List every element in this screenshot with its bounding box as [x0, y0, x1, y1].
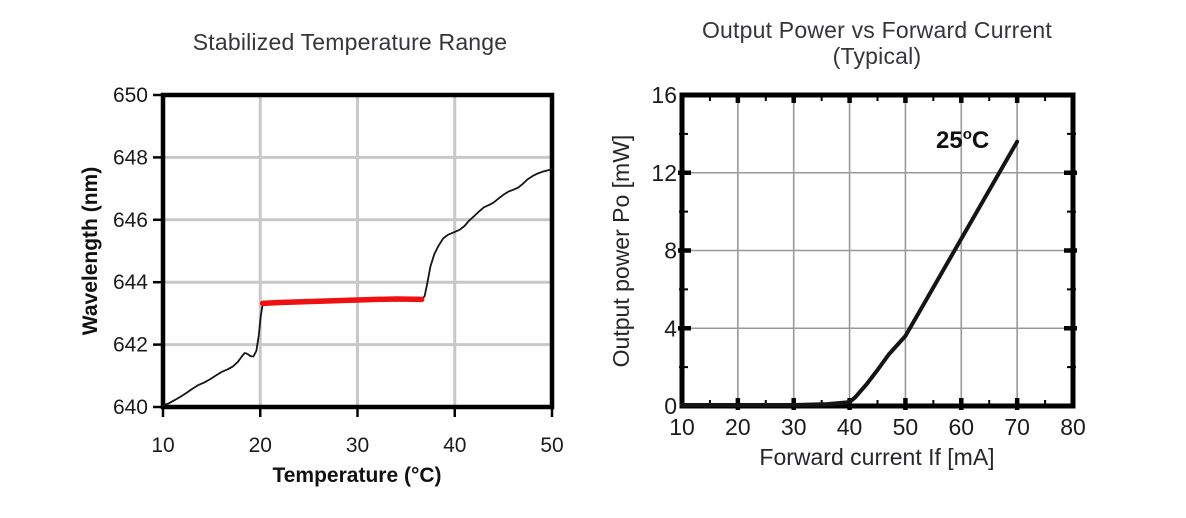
svg-text:8: 8	[664, 238, 677, 264]
svg-text:646: 646	[113, 209, 148, 232]
svg-text:50: 50	[540, 434, 563, 457]
svg-text:40: 40	[837, 414, 863, 440]
svg-text:10: 10	[151, 434, 174, 457]
left-chart-y-axis-label: Wavelength (nm)	[79, 166, 102, 336]
svg-text:30: 30	[346, 434, 369, 457]
left-chart-x-axis-label: Temperature (°C)	[272, 464, 442, 487]
svg-text:4: 4	[664, 315, 677, 341]
svg-text:0: 0	[664, 393, 677, 419]
right-chart-x-axis-label: Forward current If [mA]	[759, 444, 995, 470]
svg-text:644: 644	[113, 271, 148, 294]
svg-text:50: 50	[893, 414, 919, 440]
svg-text:648: 648	[113, 146, 148, 169]
svg-text:642: 642	[113, 334, 148, 357]
annotation-value: 25	[936, 127, 963, 154]
temperature-annotation: 25oC	[936, 126, 989, 155]
svg-text:80: 80	[1060, 414, 1086, 440]
output-power-vs-forward-current-25C	[680, 139, 1020, 407]
svg-text:20: 20	[725, 414, 751, 440]
svg-text:12: 12	[651, 160, 677, 186]
right-chart-y-axis-label: Output power Po [mW]	[608, 134, 634, 368]
annotation-unit: C	[971, 127, 990, 154]
svg-text:16: 16	[651, 82, 677, 108]
right-chart-subtitle: (Typical)	[832, 43, 922, 69]
svg-text:40: 40	[443, 434, 466, 457]
right-chart-title: Output Power vs Forward Current	[701, 17, 1053, 43]
left-chart-title: Stabilized Temperature Range	[192, 29, 508, 55]
annotation-degree-mark: o	[962, 126, 972, 143]
svg-text:640: 640	[113, 396, 148, 419]
svg-text:650: 650	[113, 84, 148, 107]
svg-text:20: 20	[249, 434, 272, 457]
svg-text:60: 60	[948, 414, 974, 440]
svg-text:10: 10	[669, 414, 695, 440]
svg-text:30: 30	[781, 414, 807, 440]
stabilized-range-highlight	[259, 296, 425, 307]
svg-text:70: 70	[1004, 414, 1030, 440]
